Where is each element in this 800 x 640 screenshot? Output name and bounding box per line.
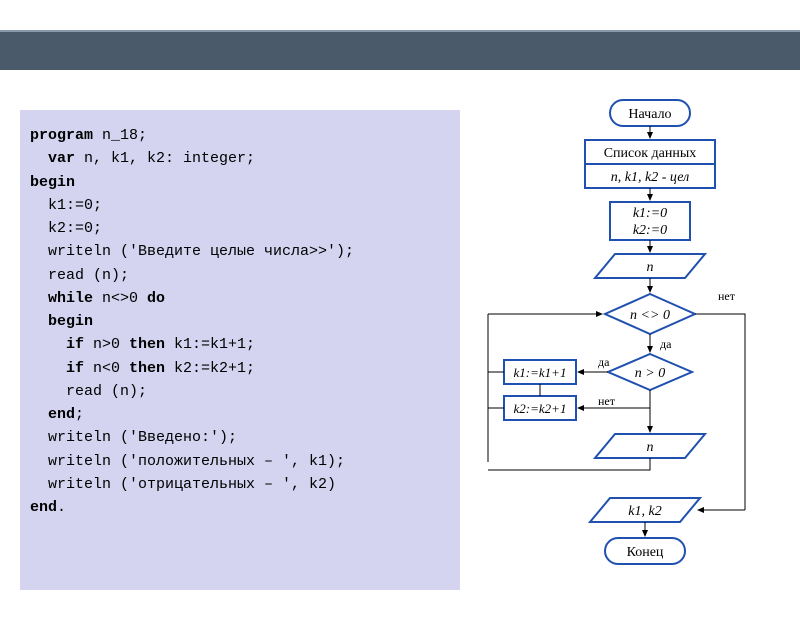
label-no2: нет — [598, 394, 616, 408]
content-area: program n_18; var n, k1, k2: integer; be… — [0, 70, 800, 600]
code-text: n<>0 — [93, 290, 147, 307]
label-asn1: k1:=k1+1 — [514, 365, 567, 380]
label-datalist: Список данных — [604, 146, 697, 161]
code-text: n_18; — [93, 127, 147, 144]
code-text: writeln ('положительных – ', k1); — [30, 453, 345, 470]
label-end: Конец — [627, 545, 664, 560]
kw-while: while — [30, 290, 93, 307]
code-text: writeln ('отрицательных – ', k2) — [30, 476, 336, 493]
label-cond1: n <> 0 — [630, 308, 670, 323]
code-text: writeln ('Введено:'); — [30, 429, 237, 446]
code-text: read (n); — [30, 383, 147, 400]
label-no1: нет — [718, 289, 736, 303]
flowchart-svg: Начало Список данных n, k1, k2 - цел k1:… — [460, 80, 790, 640]
code-listing: program n_18; var n, k1, k2: integer; be… — [20, 110, 460, 590]
label-init2: k2:=0 — [633, 223, 667, 238]
top-bar — [0, 30, 800, 70]
code-text: n>0 — [84, 336, 129, 353]
code-text: writeln ('Введите целые числа>>'); — [30, 243, 354, 260]
code-text: k1:=k1+1; — [165, 336, 255, 353]
label-start: Начало — [628, 107, 671, 122]
label-input-n2: n — [647, 440, 654, 455]
label-input-n: n — [647, 260, 654, 275]
code-text: k2:=k2+1; — [165, 360, 255, 377]
code-text: k2:=0; — [30, 220, 102, 237]
code-text: k1:=0; — [30, 197, 102, 214]
code-text: read (n); — [30, 267, 129, 284]
flowchart: Начало Список данных n, k1, k2 - цел k1:… — [460, 110, 790, 590]
label-asn2: k2:=k2+1 — [514, 401, 567, 416]
label-vars: n, k1, k2 - цел — [611, 170, 689, 185]
top-bar-divider — [0, 30, 800, 32]
kw-program: program — [30, 127, 93, 144]
kw-then: then — [129, 336, 165, 353]
kw-end2: end — [30, 499, 57, 516]
kw-var: var — [30, 150, 75, 167]
label-output: k1, k2 — [628, 504, 661, 519]
kw-if: if — [30, 336, 84, 353]
kw-if2: if — [30, 360, 84, 377]
kw-begin: begin — [30, 174, 75, 191]
kw-do: do — [147, 290, 165, 307]
code-text: n<0 — [84, 360, 129, 377]
kw-begin2: begin — [30, 313, 93, 330]
kw-then2: then — [129, 360, 165, 377]
label-yes2: да — [598, 355, 610, 369]
label-yes1: да — [660, 337, 672, 351]
kw-end: end — [30, 406, 75, 423]
code-text: n, k1, k2: integer; — [75, 150, 255, 167]
label-cond2: n > 0 — [635, 366, 665, 381]
label-init1: k1:=0 — [633, 206, 667, 221]
